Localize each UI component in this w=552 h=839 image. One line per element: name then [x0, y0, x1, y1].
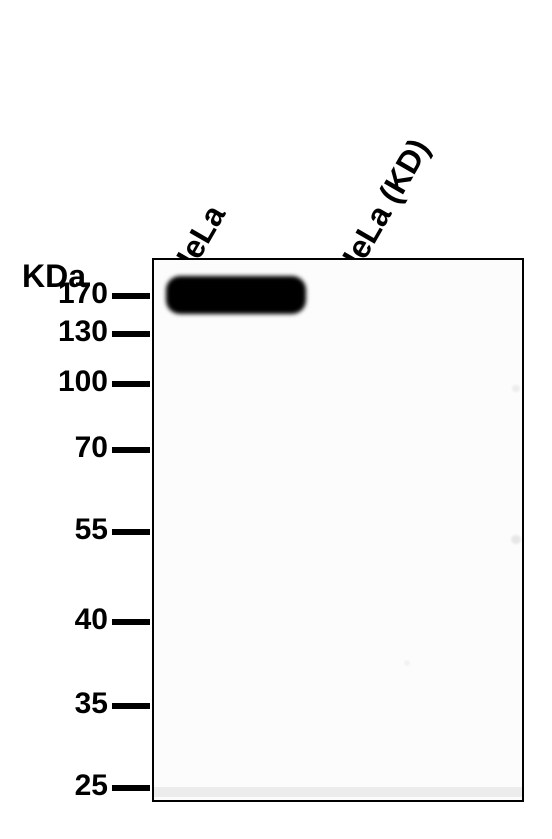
mw-marker-label: 130	[58, 315, 108, 349]
membrane-speck	[511, 535, 521, 544]
protein-band	[166, 276, 306, 314]
membrane-speck	[404, 660, 410, 666]
mw-marker-label: 70	[75, 431, 108, 465]
mw-marker-tick	[112, 381, 150, 387]
mw-marker-tick	[112, 785, 150, 791]
mw-marker-label: 40	[75, 603, 108, 637]
mw-marker-tick	[112, 293, 150, 299]
mw-marker-tick	[112, 447, 150, 453]
mw-marker-tick	[112, 331, 150, 337]
mw-marker-label: 170	[58, 277, 108, 311]
mw-marker-tick	[112, 619, 150, 625]
mw-marker-label: 55	[75, 513, 108, 547]
mw-marker-tick	[112, 703, 150, 709]
membrane-speck	[512, 385, 520, 392]
membrane-bottom-edge	[154, 787, 522, 797]
mw-marker-label: 35	[75, 687, 108, 721]
mw-marker-label: 100	[58, 365, 108, 399]
mw-marker-tick	[112, 529, 150, 535]
mw-marker-label: 25	[75, 769, 108, 803]
western-blot-membrane	[152, 258, 524, 802]
